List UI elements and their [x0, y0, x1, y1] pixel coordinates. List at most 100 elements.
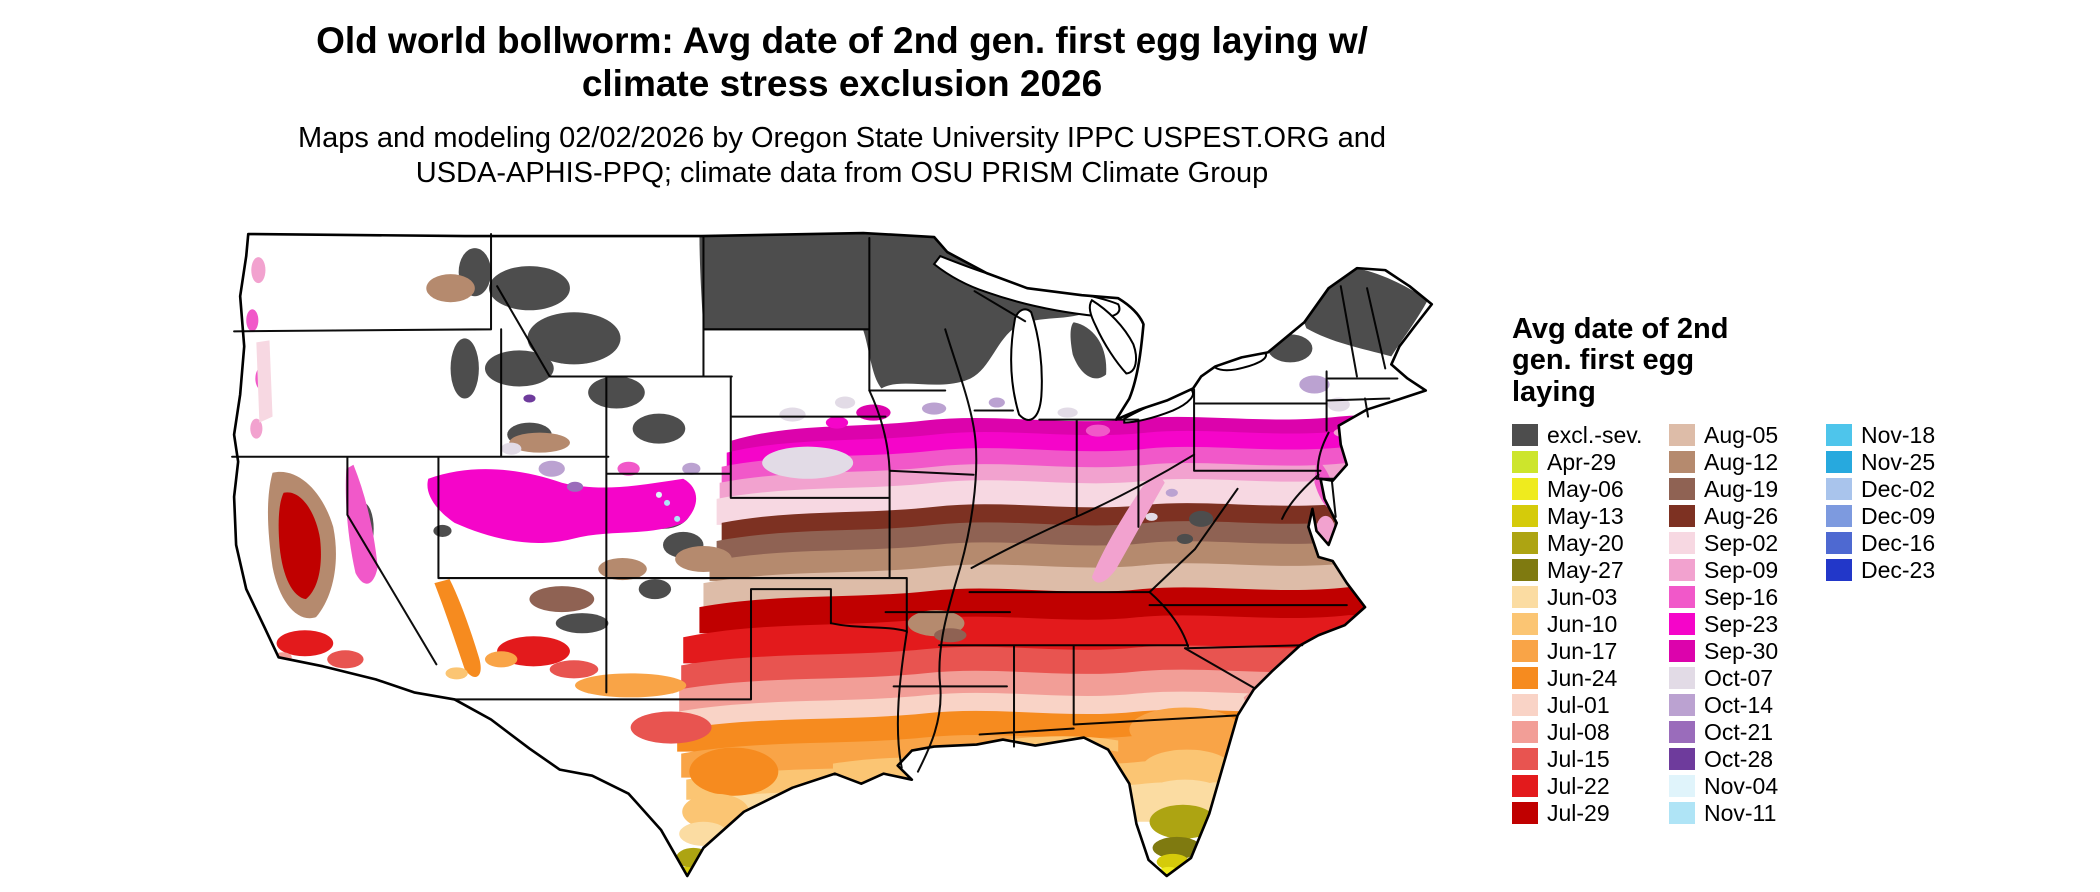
legend-item-label: Jul-15 [1547, 745, 1610, 772]
legend-color-swatch [1826, 478, 1852, 501]
legend-item-label: Jul-08 [1547, 718, 1610, 745]
legend-item: Sep-02 [1669, 530, 1826, 557]
legend-item-label: excl.-sev. [1547, 421, 1643, 448]
legend-title-line1: Avg date of 2nd [1512, 313, 1729, 345]
legend-item: Aug-26 [1669, 503, 1826, 530]
legend-item-label: Sep-02 [1704, 529, 1779, 556]
legend-item-label: Nov-18 [1861, 421, 1936, 448]
legend-item: excl.-sev. [1512, 422, 1669, 449]
legend-color-swatch [1512, 424, 1538, 447]
legend-item: Oct-07 [1669, 665, 1826, 692]
us-map-svg [231, 231, 1434, 878]
legend-item-label: Jul-01 [1547, 691, 1610, 718]
legend-color-swatch [1669, 721, 1695, 744]
legend-item: Dec-23 [1826, 557, 1983, 584]
legend-item: Sep-23 [1669, 611, 1826, 638]
legend-item-label: Jun-24 [1547, 664, 1618, 691]
legend-color-swatch [1512, 721, 1538, 744]
legend-item: Jun-03 [1512, 584, 1669, 611]
legend-item-label: Jun-03 [1547, 583, 1618, 610]
legend-item-label: Nov-11 [1704, 799, 1777, 826]
october-purple-speckles [501, 375, 1350, 521]
legend-item-label: Jul-22 [1547, 772, 1610, 799]
header: Old world bollworm: Avg date of 2nd gen.… [0, 20, 1684, 192]
legend-color-swatch [1669, 505, 1695, 528]
legend-color-swatch [1669, 478, 1695, 501]
legend-color-swatch [1512, 532, 1538, 555]
legend-item: Dec-09 [1826, 503, 1983, 530]
legend-color-swatch [1512, 802, 1538, 825]
legend-item-label: May-13 [1547, 502, 1624, 529]
legend-item: May-13 [1512, 503, 1669, 530]
legend-item-label: Jun-17 [1547, 637, 1618, 664]
legend-item-label: Sep-16 [1704, 583, 1779, 610]
florida-gradient [1129, 707, 1241, 876]
legend-color-swatch [1669, 775, 1695, 798]
legend-color-swatch [1826, 505, 1852, 528]
legend-color-swatch [1512, 451, 1538, 474]
legend-item-label: Nov-04 [1704, 772, 1779, 799]
legend-item-label: Dec-16 [1861, 529, 1936, 556]
legend-color-swatch [1512, 748, 1538, 771]
legend-color-swatch [1669, 694, 1695, 717]
legend-color-swatch [1669, 613, 1695, 636]
legend-item: Dec-16 [1826, 530, 1983, 557]
legend-item: Nov-11 [1669, 800, 1826, 827]
legend-title-line3: laying [1512, 375, 1596, 408]
legend-item: Jul-29 [1512, 800, 1669, 827]
legend-column-2: Aug-05 Aug-12 Aug-19 Aug-26 [1669, 422, 1826, 827]
legend-item: Oct-14 [1669, 692, 1826, 719]
legend-item-label: May-20 [1547, 529, 1624, 556]
legend-item-label: Nov-25 [1861, 448, 1936, 475]
page-subtitle-line2: USDA-APHIS-PPQ; climate data from OSU PR… [415, 157, 1269, 190]
legend-item: Jul-01 [1512, 692, 1669, 719]
legend-color-swatch [1512, 667, 1538, 690]
legend-item: May-27 [1512, 557, 1669, 584]
legend-item-label: May-06 [1547, 475, 1624, 502]
legend-item-label: Jul-29 [1547, 799, 1610, 826]
page-title-line1: Old world bollworm: Avg date of 2nd gen.… [316, 20, 1368, 61]
legend-item-label: Aug-26 [1704, 502, 1779, 529]
legend-item: Aug-19 [1669, 476, 1826, 503]
legend-item: Jul-08 [1512, 719, 1669, 746]
state-borders [231, 233, 1399, 773]
legend-item: Aug-05 [1669, 422, 1826, 449]
legend-title-line2: gen. first egg [1512, 344, 1695, 377]
legend-color-swatch [1512, 694, 1538, 717]
legend-color-swatch [1669, 532, 1695, 555]
legend-item: Sep-16 [1669, 584, 1826, 611]
us-map [226, 226, 1450, 888]
legend-item-label: Dec-23 [1861, 556, 1936, 583]
legend-item: May-20 [1512, 530, 1669, 557]
lake-michigan [1010, 308, 1043, 421]
legend-item-label: Oct-14 [1704, 691, 1774, 718]
west-summer-hot-patches [273, 579, 712, 744]
legend-item-label: Dec-09 [1861, 502, 1936, 529]
legend-item-label: Apr-29 [1547, 448, 1617, 475]
west-august-brown-patches [267, 274, 967, 643]
legend-item-label: Jun-10 [1547, 610, 1618, 637]
legend-item: Jul-22 [1512, 773, 1669, 800]
legend-color-swatch [1669, 667, 1695, 690]
map-fill-layers [234, 233, 1432, 876]
legend-item-label: Oct-21 [1704, 718, 1774, 745]
legend-color-swatch [1512, 640, 1538, 663]
legend-item: Aug-12 [1669, 449, 1826, 476]
legend-item-label: Aug-19 [1704, 475, 1779, 502]
legend-item: Nov-04 [1669, 773, 1826, 800]
legend-color-swatch [1669, 424, 1695, 447]
legend-item: May-06 [1512, 476, 1669, 503]
page-title-line2: climate stress exclusion 2026 [581, 62, 1103, 104]
legend-item-label: Oct-28 [1704, 745, 1774, 772]
legend-title: Avg date of 2nd gen. first egg laying [1512, 313, 2082, 408]
legend-item: Dec-02 [1826, 476, 1983, 503]
legend-columns: excl.-sev. Apr-29 May-06 May-13 [1512, 422, 2082, 827]
legend-item: Jun-10 [1512, 611, 1669, 638]
legend-column-1: excl.-sev. Apr-29 May-06 May-13 [1512, 422, 1669, 827]
legend-item-label: May-27 [1547, 556, 1624, 583]
legend-color-swatch [1512, 586, 1538, 609]
legend-item: Nov-18 [1826, 422, 1983, 449]
legend-item-label: Sep-30 [1704, 637, 1779, 664]
legend-item: Oct-21 [1669, 719, 1826, 746]
